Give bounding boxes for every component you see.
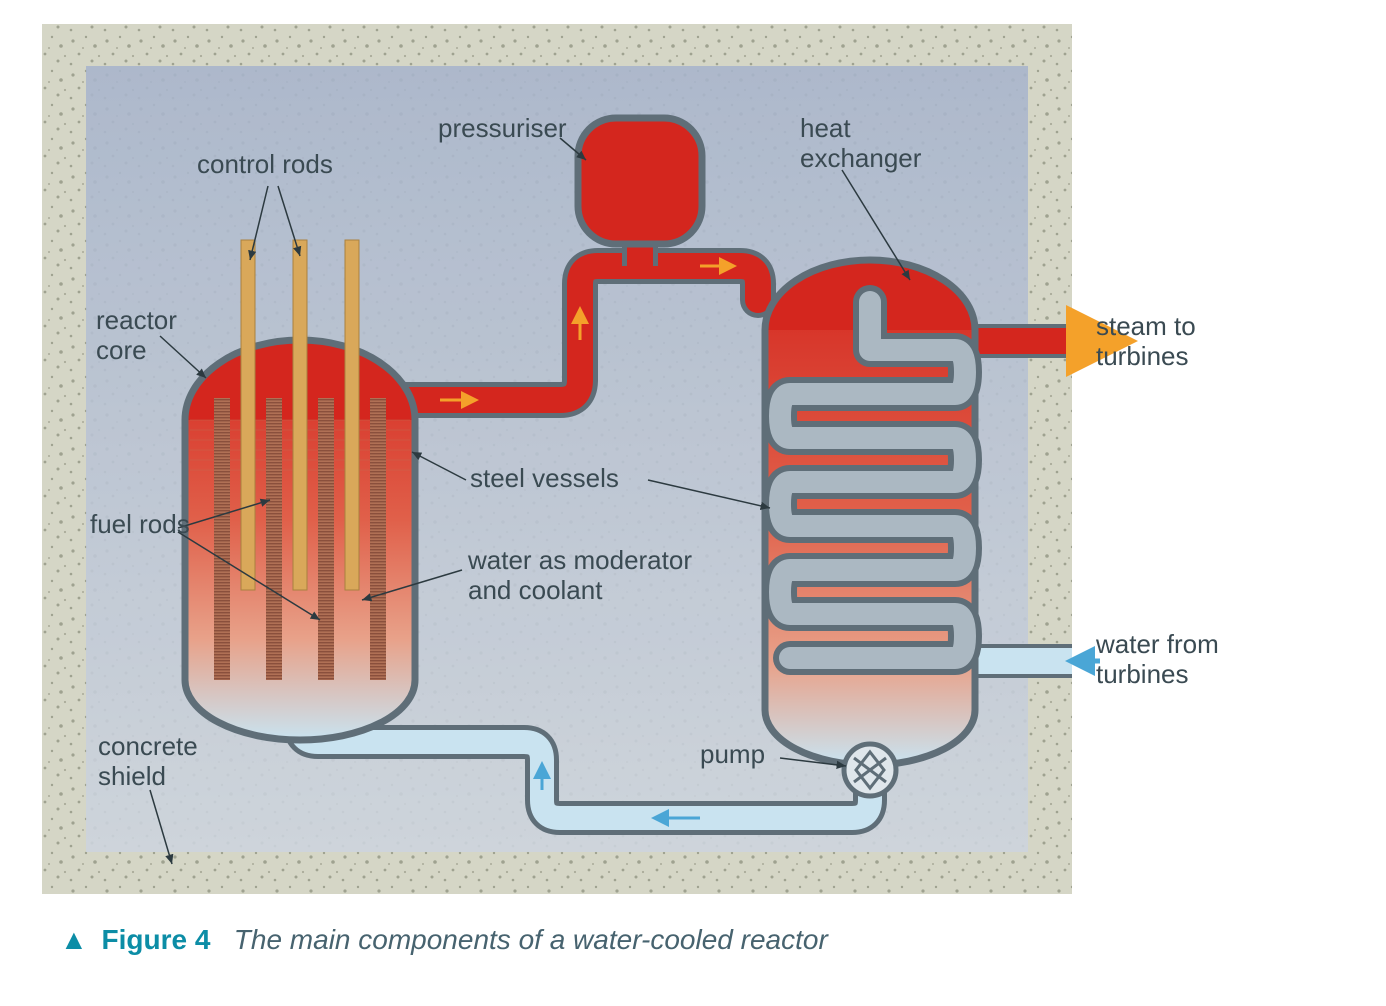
caption-figure: Figure 4 — [102, 924, 211, 955]
label-steam-to-turbines: steam to turbines — [1096, 312, 1196, 372]
heat-exchanger — [765, 260, 975, 765]
label-concrete-shield: concrete shield — [98, 732, 198, 792]
label-pump: pump — [700, 740, 765, 770]
label-water-from-turbines: water from turbines — [1096, 630, 1219, 690]
label-water-moderator: water as moderator and coolant — [468, 546, 692, 606]
label-heat-exchanger: heat exchanger — [800, 114, 921, 174]
label-control-rods: control rods — [197, 150, 333, 180]
pump — [844, 744, 896, 796]
diagram-root: { "type": "infographic", "dimensions": {… — [0, 0, 1386, 1006]
caption-text: The main components of a water-cooled re… — [234, 924, 828, 955]
steam-out-pipe — [960, 324, 1102, 358]
figure-caption: ▲ Figure 4 The main components of a wate… — [60, 924, 828, 956]
pressuriser — [578, 118, 702, 244]
caption-marker-icon: ▲ — [60, 924, 88, 955]
label-pressuriser: pressuriser — [438, 114, 567, 144]
label-steel-vessels: steel vessels — [470, 464, 619, 494]
label-fuel-rods: fuel rods — [90, 510, 190, 540]
label-reactor-core: reactor core — [96, 306, 177, 366]
